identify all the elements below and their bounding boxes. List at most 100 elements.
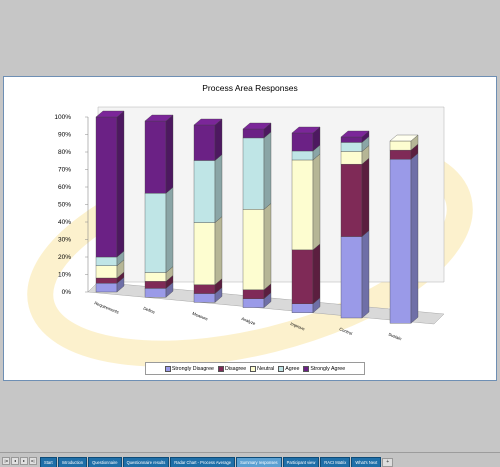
legend-label: Neutral [257, 365, 275, 372]
x-tick-label: Control [339, 326, 353, 336]
legend-swatch [250, 365, 257, 372]
y-tick-label: 100% [54, 114, 71, 121]
bar-segment [242, 289, 265, 299]
bar-segment [291, 159, 314, 251]
sheet-tabs: Start Introduction Questionnaire Questionna… [40, 457, 394, 467]
bar-segment [242, 137, 265, 210]
bar-segment [340, 136, 363, 143]
chart-legend[interactable]: Strongly Disagree Disagree Neutral Agree Str… [145, 362, 365, 375]
legend-item[interactable]: Strongly Agree [303, 365, 346, 372]
bar-segment [389, 149, 412, 160]
sheet-tab[interactable]: RACI Matrix [320, 457, 351, 467]
legend-swatch [278, 365, 285, 372]
bar-top [193, 118, 223, 126]
x-tick-label: Improve [290, 321, 307, 332]
bar-segment [389, 159, 412, 324]
sheet-tab[interactable]: Questionnaire [88, 457, 122, 467]
bar-segment [144, 288, 167, 298]
bar-segment [95, 265, 118, 279]
sheet-tab[interactable]: Questionnaire results [122, 457, 170, 467]
bar-segment [291, 303, 314, 313]
bar-segment [193, 284, 216, 294]
bar-top [291, 126, 321, 134]
chart-title: Process Area Responses [202, 83, 298, 93]
y-tick-label: 70% [58, 167, 71, 174]
bar-segment [95, 116, 118, 258]
bar-segment [340, 142, 363, 152]
bar-side [312, 243, 321, 305]
sheet-tab[interactable]: Radar Chart - Process Average [170, 457, 236, 467]
y-tick-label: 60% [58, 184, 71, 191]
legend-label: Strongly Agree [310, 365, 346, 372]
sheet-tab[interactable]: Start [40, 457, 57, 467]
legend-item[interactable]: Disagree [217, 365, 247, 372]
x-tick-label: Analyze [241, 316, 257, 326]
chart-frame[interactable]: 0% 10% 20% 30% 40% 50% 60% 70% 80% 90% 100% Require… [3, 76, 497, 381]
bar-top [389, 134, 419, 142]
bar-segment [291, 150, 314, 161]
bar-side [165, 114, 174, 194]
bar-segment [144, 120, 167, 194]
bar-segment [193, 124, 216, 161]
sheet-tab[interactable]: What's Next [351, 457, 382, 467]
sheet-nav-buttons: |◂ ◂ ▸ ▸| [2, 457, 38, 465]
legend-label: Disagree [224, 365, 247, 372]
bar-side [214, 154, 223, 223]
bar-segment [242, 128, 265, 139]
bar-top [242, 122, 272, 130]
bar-segment [193, 160, 216, 223]
bar-segment [95, 277, 118, 284]
legend-swatch [164, 365, 171, 372]
bar-side [165, 186, 174, 273]
bar-segment [95, 283, 118, 293]
chart-svg: 0% 10% 20% 30% 40% 50% 60% 70% 80% 90% 100% Require… [27, 106, 473, 367]
legend-item[interactable]: Strongly Disagree [164, 365, 214, 372]
last-sheet-icon[interactable]: ▸| [29, 457, 37, 465]
bar-top [340, 130, 370, 138]
prev-sheet-icon[interactable]: ◂ [11, 457, 19, 465]
bar-side [361, 230, 370, 319]
y-tick-label: 0% [62, 289, 72, 296]
x-tick-label: Define [143, 305, 157, 314]
bar-segment [389, 140, 412, 151]
bar-segment [193, 222, 216, 285]
bar-side [263, 131, 272, 210]
bar-side [263, 202, 272, 291]
legend-swatch [217, 365, 224, 372]
bar-side [116, 110, 125, 258]
y-tick-label: 30% [58, 237, 71, 244]
bar-segment [95, 256, 118, 266]
bar-side [214, 216, 223, 286]
bar-side [214, 118, 223, 161]
legend-item[interactable]: Neutral [250, 365, 275, 372]
y-tick-label: 90% [58, 132, 71, 139]
sheet-tab[interactable]: Participant view [282, 457, 320, 467]
sheet-tab[interactable]: Introduction [57, 457, 88, 467]
bar-segment [291, 249, 314, 304]
y-tick-label: 10% [58, 272, 71, 279]
bar-side [361, 157, 370, 237]
legend-item[interactable]: Agree [278, 365, 300, 372]
x-tick-label: Requirements [94, 300, 120, 314]
bar-top [95, 110, 125, 118]
bar-side [410, 152, 419, 324]
bar-segment [144, 193, 167, 273]
bar-segment [144, 272, 167, 282]
bar-segment [340, 163, 363, 237]
next-sheet-icon[interactable]: ▸ [20, 457, 28, 465]
legend-swatch [303, 365, 310, 372]
first-sheet-icon[interactable]: |◂ [2, 457, 10, 465]
bar-top [144, 114, 174, 122]
bar-segment [291, 132, 314, 152]
x-tick-label: Sustain [388, 331, 403, 341]
y-tick-label: 40% [58, 219, 71, 226]
bar-segment [340, 236, 363, 319]
sheet-tab-bar: |◂ ◂ ▸ ▸| Start Introduction Questionnaire… [0, 452, 500, 467]
bar-segment [242, 298, 265, 308]
bar-side [312, 153, 321, 251]
sheet-tab[interactable]: Summary responses [236, 457, 282, 467]
worksheet-area: 0% 10% 20% 30% 40% 50% 60% 70% 80% 90% 100% Require… [3, 76, 497, 381]
legend-label: Agree [285, 365, 300, 372]
bar-segment [193, 293, 216, 303]
bar-segment [340, 151, 363, 165]
